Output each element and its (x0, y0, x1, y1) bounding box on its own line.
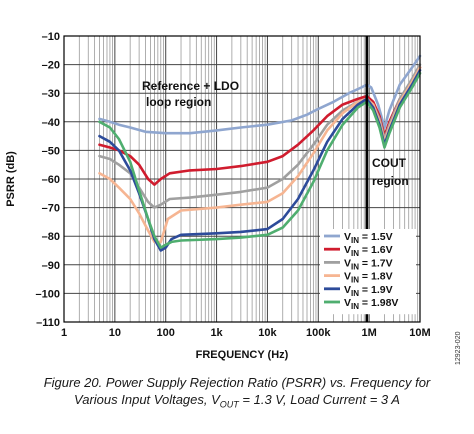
y-tick-label: –90 (42, 260, 60, 272)
caption-vout-subscript: OUT (219, 399, 239, 410)
x-tick-label: 1 (61, 327, 67, 339)
figure-id: 12923-020 (455, 331, 462, 365)
caption-line-1: Figure 20. Power Supply Rejection Ratio … (43, 375, 431, 390)
x-tick-label: 100k (306, 327, 331, 339)
x-tick-label: 10M (409, 327, 430, 339)
region-label-left-line1: Reference + LDO (142, 79, 239, 93)
legend-entry: VIN = 1.7V (344, 257, 393, 271)
y-axis-title: PSRR (dB) (5, 151, 17, 207)
x-tick-label: 1M (362, 327, 377, 339)
series-lines (98, 54, 422, 252)
x-tick-label: 100 (157, 327, 175, 339)
legend-entry: VIN = 1.8V (344, 271, 393, 285)
y-tick-label: –100 (36, 288, 60, 300)
legend-entry: VIN = 1.98V (344, 297, 398, 311)
x-tick-label: 10 (109, 327, 121, 339)
legend-background (320, 229, 416, 315)
y-tick-label: –70 (42, 203, 60, 215)
y-tick-label: –40 (42, 117, 60, 129)
y-tick-label: –60 (42, 174, 60, 186)
region-label-right-line2: region (372, 174, 409, 188)
x-tick-label: 10k (258, 327, 277, 339)
figure-caption: Figure 20. Power Supply Rejection Ratio … (0, 374, 474, 414)
y-tick-label: –30 (42, 88, 60, 100)
region-label-left-line2: loop region (146, 95, 211, 109)
y-tick-label: –110 (36, 317, 60, 329)
y-tick-label: –20 (42, 60, 60, 72)
y-tick-label: –50 (42, 145, 60, 157)
region-label-right-line1: COUT (372, 156, 407, 170)
x-tick-label: 1k (210, 327, 223, 339)
legend-entry: VIN = 1.6V (344, 244, 393, 258)
plot-frame (63, 35, 421, 323)
legend-entry: VIN = 1.5V (344, 231, 393, 245)
series-line-1 (98, 54, 422, 135)
y-tick-label: –80 (42, 231, 60, 243)
caption-line-2-post: = 1.3 V, Load Current = 3 A (238, 392, 400, 407)
x-tick-labels: 1 10 100 1k 10k 100k 1M 10M (61, 327, 431, 339)
caption-line-2: Various Input Voltages, VOUT = 1.3 V, Lo… (0, 391, 474, 414)
legend-entry: VIN = 1.9V (344, 284, 393, 298)
y-tick-label: –10 (42, 31, 60, 43)
series-line-6 (98, 71, 422, 249)
psrr-chart: –10–20–30–40–50–60–70–80–90–100–110 1 10 1… (5, 31, 462, 365)
caption-line-2-pre: Various Input Voltages, V (74, 392, 220, 407)
x-axis-title: FREQUENCY (Hz) (196, 349, 289, 361)
y-tick-labels: –10 –20 –30 –40 –50 –60 –70 –80 –90 –100 –110 (36, 31, 60, 329)
